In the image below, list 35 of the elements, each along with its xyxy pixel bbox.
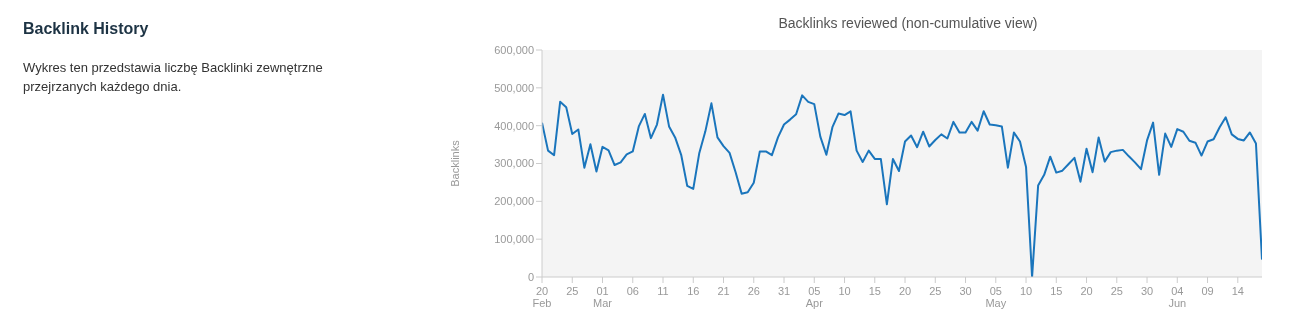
y-tick-label: 100,000 <box>494 233 534 246</box>
x-tick-label: 26 <box>747 285 760 297</box>
x-tick-label: 25 <box>929 285 942 297</box>
x-tick-label: 15 <box>868 285 881 297</box>
y-tick-label: 300,000 <box>494 157 534 170</box>
x-tick-label: 20 Feb <box>532 285 552 309</box>
x-tick-label: 16 <box>687 285 700 297</box>
x-tick-label: 04 Jun <box>1168 285 1187 309</box>
text: Wykres ten przedstawia liczbę Backlinki zewnętrzne przejrzanych każdego dnia. <box>23 59 324 96</box>
x-tick-label: 10 <box>1019 285 1033 297</box>
x-tick-label: 15 <box>1050 285 1063 297</box>
y-tick-label: 400,000 <box>494 119 534 132</box>
x-tick-label: 25 <box>566 285 579 297</box>
x-tick-label: 25 <box>1110 285 1123 297</box>
x-tick-label: 21 <box>717 285 730 297</box>
y-tick-label: 200,000 <box>494 195 534 208</box>
x-tick-label: 05 Apr <box>805 285 824 309</box>
x-tick-label: 20 <box>1080 285 1093 297</box>
y-tick-label: 0 <box>527 270 534 283</box>
x-tick-label: 31 <box>777 285 791 297</box>
y-tick-label: 600,000 <box>494 43 534 56</box>
x-tick-label: 09 <box>1201 285 1214 297</box>
y-tick-label: 500,000 <box>494 81 534 94</box>
chart-title: Backlinks reviewed (non-cumulative view) <box>778 15 1038 31</box>
x-tick-label: 11 <box>657 285 669 297</box>
x-tick-label: 30 <box>959 285 972 297</box>
x-tick-label: 20 <box>898 285 912 297</box>
x-tick-label: 30 <box>1140 285 1154 297</box>
text: Backlink History <box>23 20 150 38</box>
y-axis-title: Backlinks <box>448 139 461 187</box>
x-tick-label: 06 <box>626 285 639 297</box>
x-tick-label: 01 Mar <box>593 285 613 309</box>
x-tick-label: 05 May <box>985 285 1007 309</box>
x-tick-label: 14 <box>1231 285 1244 297</box>
x-tick-label: 10 <box>838 285 851 297</box>
